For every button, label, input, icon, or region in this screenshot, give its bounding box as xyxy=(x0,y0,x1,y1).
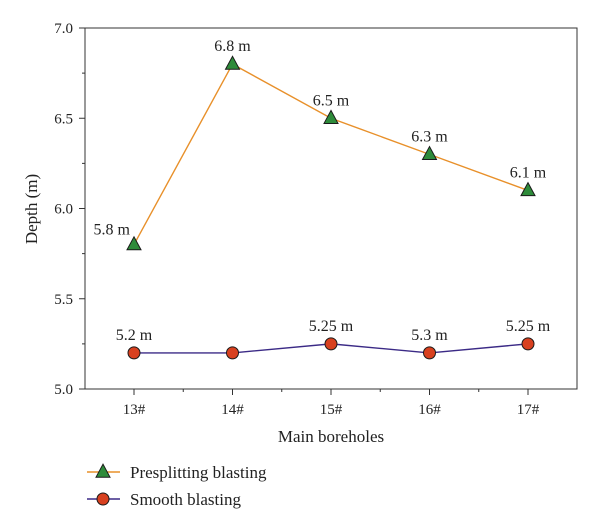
data-labels: 5.8 m 6.8 m 6.5 m 6.3 m 6.1 m 5.2 m 5.25 m 5.3 … xyxy=(94,38,551,344)
triangle-marker xyxy=(224,55,241,70)
triangle-marker xyxy=(323,109,339,124)
y-tick-label: 6.0 xyxy=(54,202,73,218)
legend-circle-marker xyxy=(96,492,110,506)
axes: 5.0 5.5 6.0 6.5 7.0 13# 14# 15# 16# 17# xyxy=(54,21,578,418)
triangle-marker xyxy=(520,181,536,197)
y-tick-label: 5.5 xyxy=(54,292,73,308)
data-label: 5.8 m xyxy=(94,222,131,239)
x-tick-label: 15# xyxy=(320,402,343,418)
triangle-marker xyxy=(421,145,438,161)
legend-label: Smooth blasting xyxy=(130,490,241,509)
legend-label: Presplitting blasting xyxy=(130,463,267,482)
data-label: 6.8 m xyxy=(214,38,251,55)
data-label: 5.25 m xyxy=(506,318,551,335)
data-label: 6.3 m xyxy=(411,128,448,145)
y-tick-label: 5.0 xyxy=(54,382,73,398)
triangle-marker xyxy=(126,235,142,251)
y-axis-title: Depth (m) xyxy=(22,174,41,244)
series-line xyxy=(133,63,529,245)
x-axis-title: Main boreholes xyxy=(278,427,384,446)
data-label: 6.5 m xyxy=(313,92,350,109)
data-label: 6.1 m xyxy=(510,164,547,181)
data-label: 5.3 m xyxy=(411,327,448,344)
legend: Presplitting blasting Smooth blasting xyxy=(87,463,267,509)
circle-marker xyxy=(226,346,239,360)
circle-marker xyxy=(127,346,141,360)
x-tick-label: 14# xyxy=(221,402,244,418)
data-label: 5.25 m xyxy=(309,318,354,335)
legend-triangle-marker xyxy=(95,463,111,478)
x-tick-label: 16# xyxy=(418,402,441,418)
series-lines xyxy=(126,55,536,360)
x-tick-label: 13# xyxy=(123,402,146,418)
circle-marker xyxy=(423,346,436,360)
circle-marker xyxy=(521,337,535,351)
data-label: 5.2 m xyxy=(116,327,153,344)
x-tick-label: 17# xyxy=(517,402,540,418)
y-tick-label: 7.0 xyxy=(54,21,73,37)
y-tick-label: 6.5 xyxy=(54,111,73,127)
circle-marker xyxy=(324,337,338,351)
